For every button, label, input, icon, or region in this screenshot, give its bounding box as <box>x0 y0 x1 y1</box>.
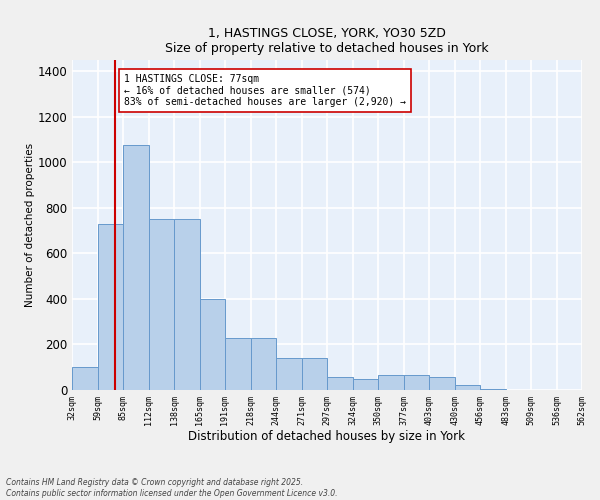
Bar <box>429 378 455 390</box>
Text: 1 HASTINGS CLOSE: 77sqm
← 16% of detached houses are smaller (574)
83% of semi-d: 1 HASTINGS CLOSE: 77sqm ← 16% of detache… <box>124 74 406 107</box>
Bar <box>123 146 149 390</box>
Bar <box>353 378 378 390</box>
Bar <box>72 367 98 390</box>
Bar <box>98 224 123 390</box>
Bar <box>276 358 302 390</box>
Bar <box>174 220 200 390</box>
Y-axis label: Number of detached properties: Number of detached properties <box>25 143 35 307</box>
Bar <box>455 386 480 390</box>
Bar <box>149 220 174 390</box>
Text: Contains HM Land Registry data © Crown copyright and database right 2025.
Contai: Contains HM Land Registry data © Crown c… <box>6 478 337 498</box>
Bar <box>200 299 225 390</box>
Bar <box>225 338 251 390</box>
Bar <box>404 375 429 390</box>
Title: 1, HASTINGS CLOSE, YORK, YO30 5ZD
Size of property relative to detached houses i: 1, HASTINGS CLOSE, YORK, YO30 5ZD Size o… <box>165 26 489 54</box>
Bar <box>480 389 506 390</box>
Bar <box>378 375 404 390</box>
X-axis label: Distribution of detached houses by size in York: Distribution of detached houses by size … <box>188 430 466 444</box>
Bar <box>251 338 276 390</box>
Bar <box>327 378 353 390</box>
Bar <box>302 358 327 390</box>
